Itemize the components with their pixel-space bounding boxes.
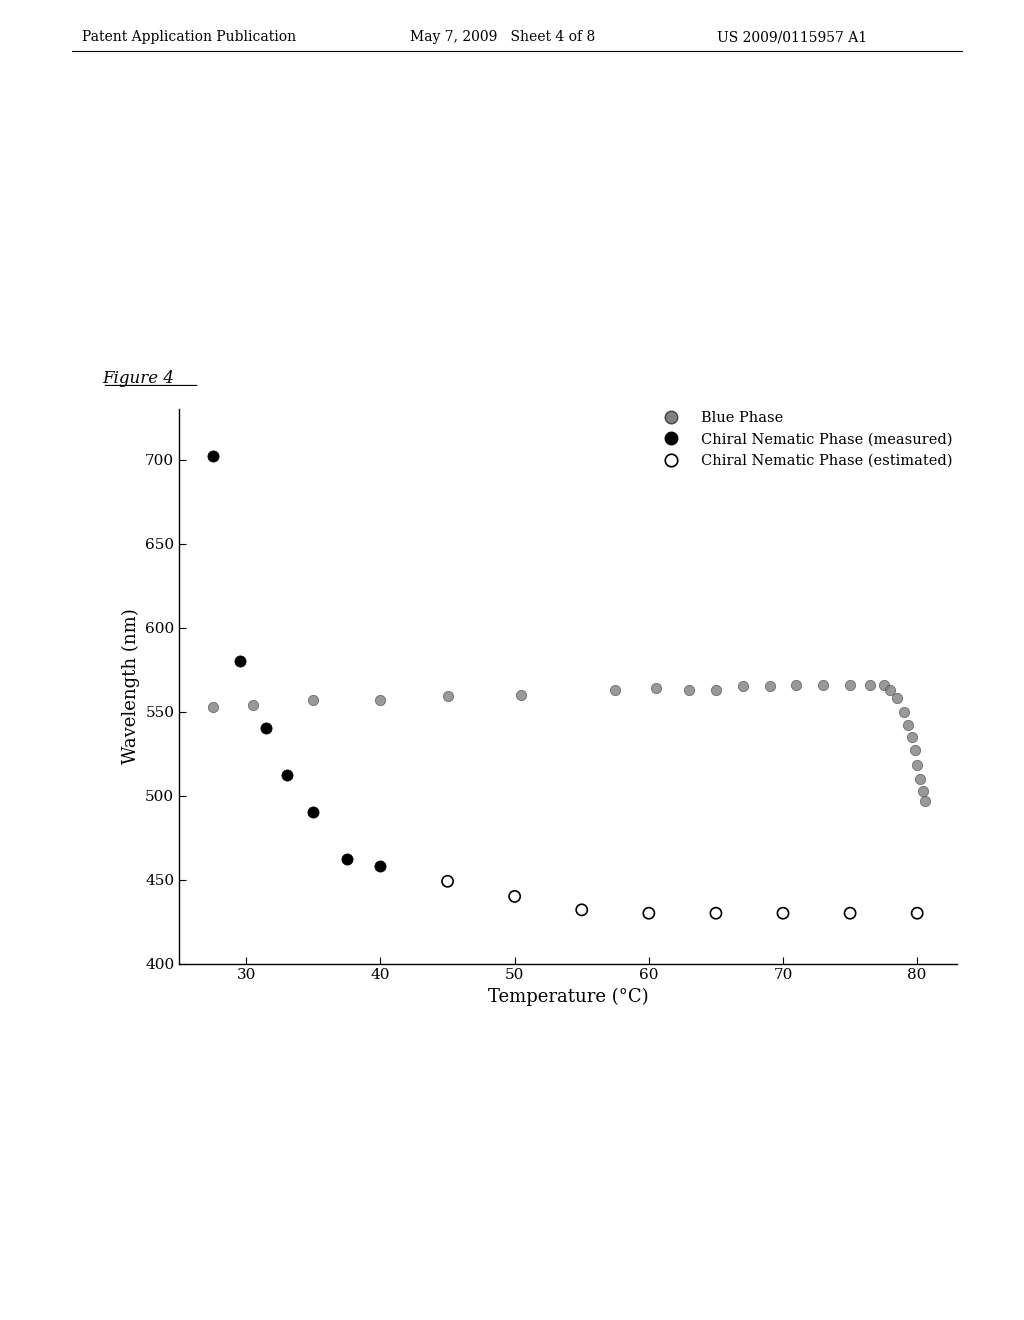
- Y-axis label: Wavelength (nm): Wavelength (nm): [121, 609, 139, 764]
- Point: [906, 739, 923, 760]
- Point: [439, 871, 456, 892]
- Text: US 2009/0115957 A1: US 2009/0115957 A1: [717, 30, 867, 45]
- Point: [914, 780, 931, 801]
- Point: [918, 791, 934, 812]
- Text: Patent Application Publication: Patent Application Publication: [82, 30, 296, 45]
- Point: [862, 675, 879, 696]
- Point: [373, 689, 389, 710]
- Text: May 7, 2009   Sheet 4 of 8: May 7, 2009 Sheet 4 of 8: [410, 30, 595, 45]
- Point: [842, 675, 858, 696]
- Point: [513, 684, 529, 705]
- Point: [903, 726, 920, 747]
- Point: [305, 689, 322, 710]
- Point: [889, 688, 905, 709]
- Point: [641, 903, 657, 924]
- Point: [882, 680, 898, 701]
- Point: [339, 849, 355, 870]
- Point: [734, 676, 751, 697]
- Point: [900, 714, 916, 735]
- Point: [775, 903, 792, 924]
- Point: [245, 694, 261, 715]
- Point: [708, 903, 724, 924]
- Point: [911, 768, 928, 789]
- Point: [909, 903, 926, 924]
- X-axis label: Temperature (°C): Temperature (°C): [488, 987, 648, 1006]
- Point: [876, 675, 892, 696]
- Text: Figure 4: Figure 4: [102, 370, 174, 387]
- Point: [607, 680, 624, 701]
- Point: [279, 764, 295, 785]
- Point: [708, 680, 724, 701]
- Point: [647, 677, 664, 698]
- Point: [231, 651, 248, 672]
- Point: [762, 676, 778, 697]
- Point: [507, 886, 523, 907]
- Legend: Blue Phase, Chiral Nematic Phase (measured), Chiral Nematic Phase (estimated): Blue Phase, Chiral Nematic Phase (measur…: [651, 405, 957, 474]
- Point: [373, 855, 389, 876]
- Point: [573, 899, 590, 920]
- Point: [896, 701, 912, 722]
- Point: [439, 686, 456, 708]
- Point: [205, 696, 221, 717]
- Point: [788, 675, 805, 696]
- Point: [258, 718, 274, 739]
- Point: [205, 446, 221, 467]
- Point: [909, 755, 926, 776]
- Point: [815, 675, 831, 696]
- Point: [305, 801, 322, 822]
- Point: [681, 680, 697, 701]
- Point: [842, 903, 858, 924]
